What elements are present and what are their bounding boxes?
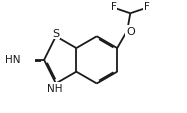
Text: O: O xyxy=(126,27,135,37)
Text: S: S xyxy=(52,29,59,39)
Text: F: F xyxy=(111,2,117,12)
Text: HN: HN xyxy=(5,54,20,64)
Text: F: F xyxy=(144,2,150,12)
Text: NH: NH xyxy=(47,83,63,93)
